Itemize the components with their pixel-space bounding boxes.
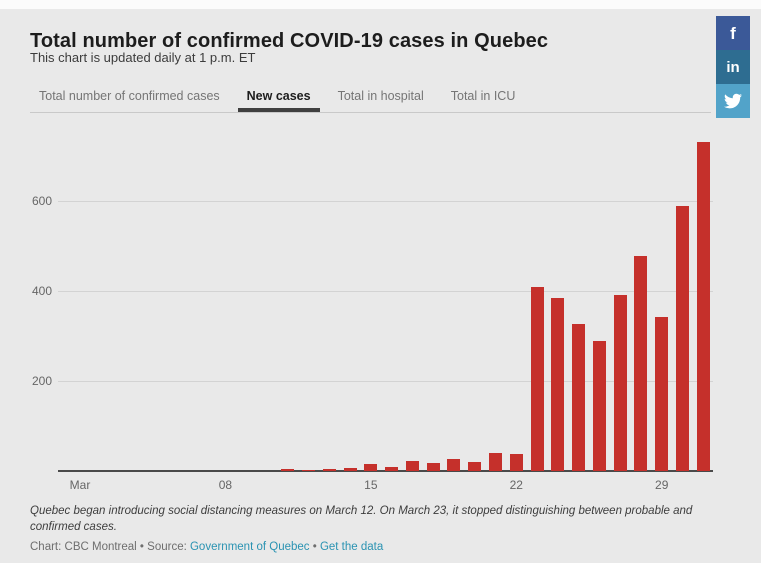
bar-mar-17 bbox=[405, 461, 419, 471]
share-column: f in bbox=[716, 16, 750, 118]
x-tick-label-15: 15 bbox=[364, 478, 378, 492]
y-tick-label-600: 600 bbox=[31, 194, 52, 208]
gridline-600 bbox=[58, 201, 713, 202]
facebook-icon: f bbox=[730, 23, 736, 43]
x-axis-line bbox=[58, 470, 713, 472]
bar-mar-11 bbox=[281, 469, 295, 471]
credit-source-label: Source: bbox=[147, 541, 190, 553]
tab-total-in-icu[interactable]: Total in ICU bbox=[450, 89, 516, 103]
twitter-share-button[interactable] bbox=[716, 84, 750, 118]
twitter-bird-icon bbox=[724, 93, 742, 109]
source-link[interactable]: Government of Quebec bbox=[189, 541, 310, 553]
bar-mar-25 bbox=[572, 324, 586, 471]
chart-subtitle: This chart is updated daily at 1 p.m. ET bbox=[30, 50, 256, 65]
page-title: Total number of confirmed COVID-19 cases… bbox=[30, 30, 549, 53]
bar-mar-29 bbox=[655, 317, 669, 471]
bar-mar-26 bbox=[592, 340, 606, 471]
y-tick-label-200: 200 bbox=[31, 374, 52, 388]
y-tick-label-400: 400 bbox=[31, 284, 52, 298]
x-tick-label-29: 29 bbox=[655, 478, 669, 492]
bar-mar-15 bbox=[364, 463, 378, 471]
gridline-400 bbox=[58, 291, 713, 292]
bar-mar-19 bbox=[447, 459, 461, 471]
bar-mar-30 bbox=[676, 205, 689, 471]
top-strip bbox=[0, 0, 761, 9]
bar-mar-13 bbox=[322, 469, 336, 471]
tab-new-cases[interactable]: New cases bbox=[237, 82, 320, 112]
bar-mar-24 bbox=[551, 297, 565, 471]
x-tick-label-08: 08 bbox=[218, 478, 233, 492]
bar-mar-18 bbox=[426, 462, 440, 471]
bar-mar-16 bbox=[385, 466, 399, 471]
credit-separator: • bbox=[309, 541, 320, 553]
bar-mar-12 bbox=[302, 469, 316, 471]
bar-mar-22 bbox=[509, 454, 523, 471]
credit-separator: • bbox=[136, 541, 148, 553]
x-tick-label-22: 22 bbox=[509, 478, 523, 492]
bar-mar-21 bbox=[489, 453, 503, 471]
gridline-200 bbox=[58, 381, 713, 382]
bar-mar-23 bbox=[530, 286, 544, 471]
tab-bar: Total number of confirmed cases New cases… bbox=[30, 82, 711, 113]
bar-mar-27 bbox=[613, 294, 627, 471]
x-tick-label-mar: Mar bbox=[69, 478, 91, 492]
bar-mar-14 bbox=[343, 468, 357, 471]
tab-total-in-hospital[interactable]: Total in hospital bbox=[337, 89, 424, 103]
linkedin-share-button[interactable]: in bbox=[716, 50, 750, 84]
facebook-share-button[interactable]: f bbox=[716, 16, 750, 50]
bar-mar-20 bbox=[468, 462, 482, 471]
linkedin-icon: in bbox=[726, 58, 740, 76]
credit-line: Chart: CBC Montreal • Source: Government… bbox=[30, 541, 383, 553]
bar-mar-31 bbox=[696, 141, 710, 471]
chart-footnote: Quebec began introducing social distanci… bbox=[30, 505, 693, 534]
tab-total-number-of-confirmed-cases[interactable]: Total number of confirmed cases bbox=[39, 89, 220, 103]
get-the-data-link[interactable]: Get the data bbox=[319, 541, 384, 553]
bar-mar-28 bbox=[634, 256, 648, 471]
credit-chart-text: Chart: CBC Montreal bbox=[30, 541, 137, 553]
